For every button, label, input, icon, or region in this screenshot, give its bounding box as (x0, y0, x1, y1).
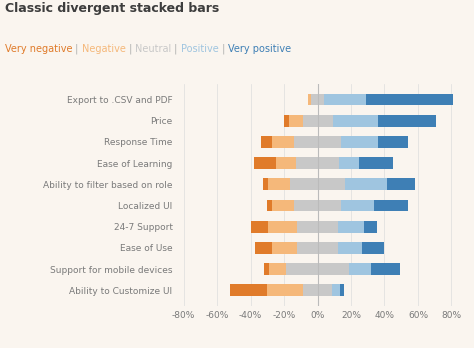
Bar (266, 284, 303, 296)
Bar (264, 263, 269, 275)
Bar (338, 242, 362, 254)
Bar (286, 263, 349, 275)
Bar (273, 136, 294, 148)
Bar (340, 284, 344, 296)
Bar (338, 221, 364, 232)
Text: |: | (172, 44, 181, 54)
Bar (290, 179, 345, 190)
Bar (349, 263, 371, 275)
Bar (378, 136, 408, 148)
Bar (294, 136, 341, 148)
Bar (268, 179, 290, 190)
Bar (272, 242, 297, 254)
Bar (267, 200, 273, 211)
Text: Very negative: Very negative (5, 44, 72, 54)
Bar (230, 284, 266, 296)
Bar (371, 263, 400, 275)
Bar (332, 284, 340, 296)
Bar (263, 179, 268, 190)
Bar (362, 242, 383, 254)
Bar (341, 136, 378, 148)
Bar (252, 221, 268, 232)
Bar (268, 221, 297, 232)
Bar (374, 200, 408, 211)
Bar (311, 94, 324, 105)
Bar (387, 179, 415, 190)
Bar (308, 94, 311, 105)
Bar (324, 94, 366, 105)
Text: Positive: Positive (181, 44, 219, 54)
Text: |: | (72, 44, 82, 54)
Bar (339, 157, 359, 169)
Bar (303, 284, 332, 296)
Bar (333, 115, 378, 127)
Text: Negative: Negative (82, 44, 126, 54)
Text: Neutral: Neutral (135, 44, 172, 54)
Text: |: | (219, 44, 228, 54)
Bar (359, 157, 393, 169)
Bar (297, 221, 338, 232)
Bar (297, 242, 338, 254)
Bar (276, 157, 296, 169)
Bar (364, 221, 377, 232)
Bar (341, 200, 374, 211)
Text: Very positive: Very positive (228, 44, 291, 54)
Bar (294, 200, 341, 211)
Bar (269, 263, 286, 275)
Bar (289, 115, 302, 127)
Bar (254, 157, 276, 169)
Bar (345, 179, 387, 190)
Bar (255, 242, 272, 254)
Bar (302, 115, 333, 127)
Text: |: | (126, 44, 135, 54)
Bar (378, 115, 437, 127)
Bar (366, 94, 453, 105)
Text: Classic divergent stacked bars: Classic divergent stacked bars (5, 2, 219, 15)
Bar (261, 136, 273, 148)
Bar (284, 115, 289, 127)
Bar (296, 157, 339, 169)
Bar (273, 200, 294, 211)
